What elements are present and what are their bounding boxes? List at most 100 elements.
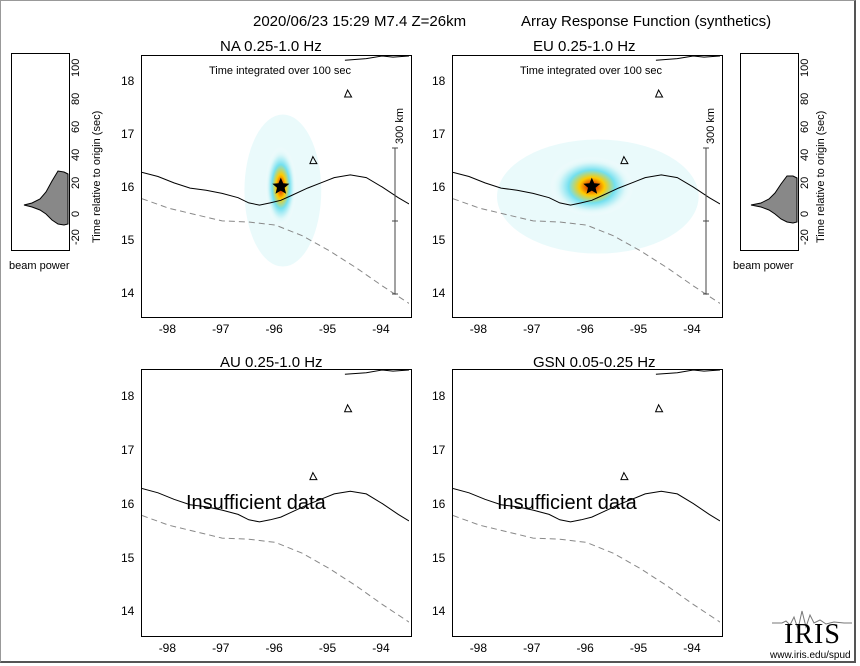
lon-tick-label: -94 xyxy=(683,322,701,336)
map-canvas xyxy=(142,56,409,304)
lon-tick-label: -94 xyxy=(683,641,701,655)
beam-power-label-right: beam power xyxy=(733,260,794,272)
trench-line xyxy=(453,515,720,623)
lat-tick-label: 14 xyxy=(432,285,446,300)
lon-tick-label: -98 xyxy=(469,322,488,336)
insufficient-data-au: Insufficient data xyxy=(186,492,326,514)
iris-url: www.iris.edu/spud xyxy=(770,650,851,661)
beam-time-tick-label: -20 xyxy=(70,229,82,245)
lon-tick-label: -95 xyxy=(629,641,648,655)
map-panel-au xyxy=(141,369,412,637)
lat-tick-label: 16 xyxy=(432,180,446,195)
lat-tick-label: 16 xyxy=(432,496,446,511)
island-outline xyxy=(620,471,629,481)
lon-tick-label: -96 xyxy=(265,641,283,655)
gulf-coastline xyxy=(344,56,409,61)
lat-tick-label: 14 xyxy=(432,604,446,619)
iris-logo: IRIS www.iris.edu/spud xyxy=(770,605,854,663)
lat-tick-label: 17 xyxy=(432,442,446,457)
island-outline xyxy=(343,88,353,98)
island-outline xyxy=(654,88,664,98)
lon-tick-label: -96 xyxy=(576,322,594,336)
trench-line xyxy=(142,515,409,623)
lon-tick-label: -95 xyxy=(318,322,337,336)
panel-title-na: NA 0.25-1.0 Hz xyxy=(220,38,322,55)
beam-time-tick-label: 0 xyxy=(70,210,82,217)
map-canvas xyxy=(453,56,720,304)
map-panel-gsn xyxy=(452,369,723,637)
lat-tick-label: 14 xyxy=(121,604,135,619)
figure-title: Array Response Function (synthetics) xyxy=(521,13,772,30)
beam-power-trace-right xyxy=(750,175,798,224)
lon-tick-label: -94 xyxy=(372,641,390,655)
lon-tick-label: -94 xyxy=(372,322,390,336)
lat-tick-label: 15 xyxy=(432,550,446,565)
lat-tick-label: 16 xyxy=(121,496,135,511)
lat-tick-label: 16 xyxy=(121,180,135,195)
map-panel-eu xyxy=(452,55,723,318)
iris-logo-text: IRIS xyxy=(784,619,841,650)
lat-tick-label: 15 xyxy=(432,233,446,247)
scale-label-eu: 300 km xyxy=(705,107,717,144)
lon-tick-label: -98 xyxy=(158,641,177,655)
beam-power-label-left: beam power xyxy=(9,260,70,272)
island-outline xyxy=(620,155,629,165)
panel-title-au: AU 0.25-1.0 Hz xyxy=(220,354,323,371)
beam-time-tick-label: 20 xyxy=(70,176,82,189)
coastline xyxy=(453,488,720,523)
lon-tick-label: -97 xyxy=(523,641,541,655)
integration-label-eu: Time integrated over 100 sec xyxy=(520,65,663,77)
lon-tick-label: -95 xyxy=(318,641,337,655)
lat-tick-label: 18 xyxy=(432,74,446,89)
beam-time-tick-label: 60 xyxy=(70,120,82,133)
lat-tick-label: 15 xyxy=(121,233,135,247)
beam-time-tick-label: 40 xyxy=(799,148,811,161)
scale-label-na: 300 km xyxy=(394,107,406,144)
beam-time-axis-label-right: Time relative to origin (sec) xyxy=(815,110,827,243)
map-panel-na xyxy=(141,55,412,318)
island-outline xyxy=(309,155,318,165)
beam-time-tick-label: 80 xyxy=(70,92,82,105)
map-canvas xyxy=(142,370,409,623)
beam-time-tick-label: -20 xyxy=(799,229,811,245)
lon-tick-label: -97 xyxy=(523,322,541,336)
integration-label-na: Time integrated over 100 sec xyxy=(209,65,352,77)
epicenter-star-icon xyxy=(272,177,290,194)
gulf-coastline xyxy=(344,370,409,375)
island-outline xyxy=(309,471,318,481)
beam-time-tick-label: 20 xyxy=(799,176,811,189)
beam-time-tick-label: 80 xyxy=(799,92,811,105)
lon-tick-label: -97 xyxy=(212,322,230,336)
lon-tick-label: -95 xyxy=(629,322,648,336)
lon-tick-label: -96 xyxy=(265,322,283,336)
beam-time-tick-label: 100 xyxy=(70,58,82,77)
insufficient-data-gsn: Insufficient data xyxy=(497,492,637,514)
seismogram-icon xyxy=(772,610,852,631)
lat-tick-label: 17 xyxy=(121,442,135,457)
gulf-coastline xyxy=(655,56,720,61)
epicenter-star-icon xyxy=(583,177,601,194)
lat-tick-label: 18 xyxy=(121,74,135,89)
beam-power-panel-left xyxy=(11,53,70,251)
lon-tick-label: -96 xyxy=(576,641,594,655)
coastline xyxy=(142,171,409,206)
lat-tick-label: 18 xyxy=(121,388,135,403)
beam-power-panel-right xyxy=(740,53,799,251)
beam-time-tick-label: 0 xyxy=(799,210,811,217)
lat-tick-label: 15 xyxy=(121,550,135,565)
island-outline xyxy=(654,403,664,413)
lat-tick-label: 18 xyxy=(432,388,446,403)
beam-time-tick-label: 60 xyxy=(799,120,811,133)
event-info: 2020/06/23 15:29 M7.4 Z=26km xyxy=(253,13,467,30)
beam-time-tick-label: 40 xyxy=(70,148,82,161)
lon-tick-label: -98 xyxy=(469,641,488,655)
lon-tick-label: -97 xyxy=(212,641,230,655)
lon-tick-label: -98 xyxy=(158,322,177,336)
beam-power-trace-left xyxy=(23,170,69,226)
lat-tick-label: 17 xyxy=(121,127,135,142)
panel-title-gsn: GSN 0.05-0.25 Hz xyxy=(533,354,656,371)
coastline xyxy=(142,488,409,523)
lat-tick-label: 14 xyxy=(121,285,135,300)
island-outline xyxy=(343,403,353,413)
map-canvas xyxy=(453,370,720,623)
